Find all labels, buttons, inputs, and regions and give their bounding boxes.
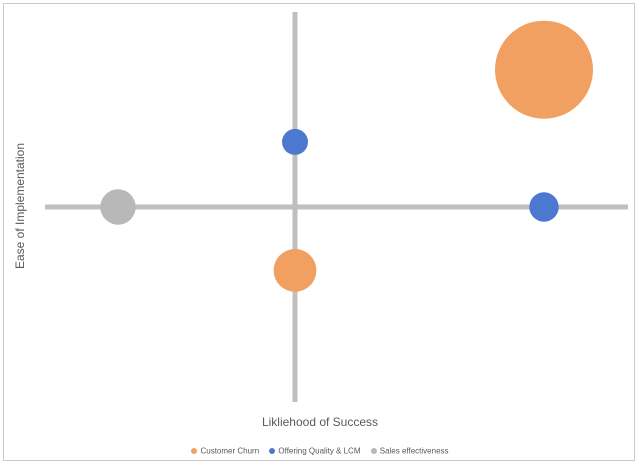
bubbles-group — [100, 20, 593, 292]
legend-marker — [370, 447, 377, 454]
legend-label: Offering Quality & LCM — [278, 446, 361, 456]
bubble-offering-quality-lcm-2 — [529, 192, 559, 222]
legend-label: Customer Churn — [200, 446, 260, 456]
legend-item-sales-effectiveness: Sales effectiveness — [370, 446, 449, 456]
bubble-sales-effectiveness-1 — [100, 189, 136, 225]
x-axis-label: Likliehood of Success — [261, 415, 379, 429]
legend-item-customer-churn: Customer Churn — [191, 446, 259, 455]
legend: Customer Churn Offering Quality & LCM Sa… — [0, 446, 640, 455]
legend-marker — [191, 447, 198, 454]
legend-marker — [269, 447, 276, 454]
bubble-customer-churn-2 — [273, 249, 317, 292]
bubble-offering-quality-lcm-1 — [282, 128, 308, 155]
legend-item-offering-quality: Offering Quality & LCM — [269, 446, 361, 456]
legend-label: Sales effectiveness — [379, 446, 449, 456]
bubble-customer-churn-1 — [495, 20, 593, 119]
y-axis-label: Ease of Implementation — [13, 142, 27, 270]
